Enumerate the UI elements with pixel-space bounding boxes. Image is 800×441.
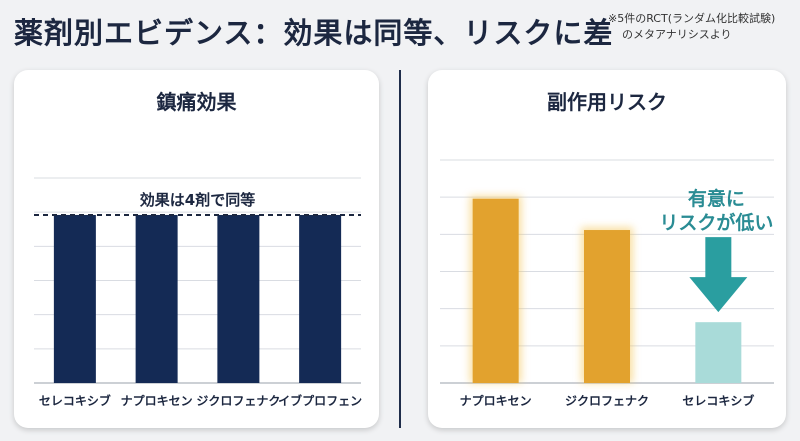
efficacy-bar xyxy=(299,214,342,383)
risk-bar xyxy=(584,230,630,383)
risk-annotation-line: 有意に xyxy=(688,187,745,210)
efficacy-chart-title: 鎮痛効果 xyxy=(156,90,237,114)
source-note-line1: ※5件のRCT(ランダム化比較試験) xyxy=(608,12,776,25)
source-note-line2: のメタアナリシスより xyxy=(622,28,732,41)
equal-efficacy-annotation: 効果は4剤で同等 xyxy=(140,191,255,209)
page-title: 薬剤別エビデンス：効果は同等、リスクに差 xyxy=(14,16,614,50)
risk-chart-title: 副作用リスク xyxy=(547,90,667,114)
efficacy-panel: 鎮痛効果 セレコキシブ ナプロキセン ジクロフェナク イブプロフェン 効果は4剤で同等 xyxy=(14,70,379,428)
risk-panel: 副作用リスク ナプロキセン ジクロフェナク セレコキシブ 有意に リスクが低い xyxy=(428,70,786,428)
panel-divider xyxy=(399,70,401,428)
efficacy-bar xyxy=(217,214,260,383)
efficacy-category-label: セレコキシブ xyxy=(39,393,111,408)
source-note: ※5件のRCT(ランダム化比較試験) のメタアナリシスより xyxy=(608,11,794,43)
risk-annotation-line: リスクが低い xyxy=(659,211,773,234)
efficacy-category-label: イブプロフェン xyxy=(278,393,362,408)
risk-category-label: ジクロフェナク xyxy=(565,394,649,408)
risk-bar-highlighted xyxy=(695,322,742,383)
efficacy-bar xyxy=(53,214,96,383)
efficacy-category-label: ジクロフェナク xyxy=(196,394,280,408)
efficacy-bar xyxy=(135,214,178,383)
efficacy-category-label: ナプロキセン xyxy=(121,393,193,408)
risk-category-label: セレコキシブ xyxy=(682,393,754,408)
risk-bar xyxy=(472,198,519,383)
risk-category-label: ナプロキセン xyxy=(460,393,532,408)
down-arrow-icon xyxy=(689,237,748,313)
